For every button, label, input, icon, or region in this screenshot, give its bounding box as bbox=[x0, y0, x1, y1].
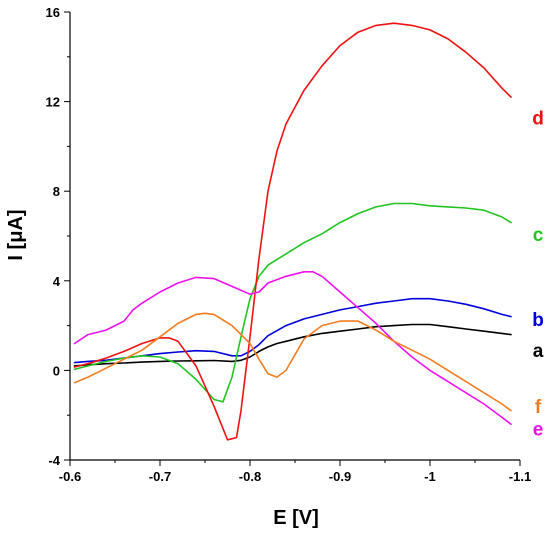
series-line-a bbox=[73, 323, 512, 367]
series-labels: ab c d ef bbox=[532, 108, 544, 440]
series-label-e: e bbox=[533, 420, 544, 441]
y-tick-label: 0 bbox=[53, 363, 60, 378]
series-label-c: c bbox=[533, 225, 544, 246]
series-line-c bbox=[73, 202, 512, 403]
y-tick-label: 8 bbox=[53, 184, 60, 199]
x-tick-label: -1 bbox=[424, 469, 436, 484]
series-lines bbox=[73, 22, 512, 441]
series-line-d bbox=[73, 22, 512, 441]
y-tick-label: 16 bbox=[46, 5, 60, 20]
y-tick-label: -4 bbox=[48, 453, 60, 468]
y-axis-title: I [μA] bbox=[5, 209, 27, 260]
x-tick-label: -1.1 bbox=[509, 469, 531, 484]
series-line-f bbox=[73, 312, 512, 412]
series-line-b bbox=[73, 297, 512, 364]
x-tick-label: -0.9 bbox=[329, 469, 351, 484]
axes bbox=[69, 12, 520, 461]
tick-labels: -0.6 -0.7 -0.8 -0.9 -1 -1.1 -4 0 4 8 12 16 bbox=[46, 5, 532, 484]
series-label-b: b bbox=[532, 310, 544, 331]
tick-marks bbox=[64, 11, 521, 466]
series-label-f: f bbox=[535, 397, 542, 418]
series-label-a: a bbox=[533, 341, 544, 362]
x-tick-label: -0.7 bbox=[149, 469, 171, 484]
x-axis-title: E [V] bbox=[273, 507, 319, 529]
y-tick-label: 12 bbox=[46, 95, 60, 110]
series-line-e bbox=[73, 270, 512, 426]
series-label-d: d bbox=[532, 108, 544, 129]
x-tick-label: -0.8 bbox=[239, 469, 261, 484]
x-tick-label: -0.6 bbox=[59, 469, 81, 484]
y-tick-label: 4 bbox=[53, 274, 61, 289]
